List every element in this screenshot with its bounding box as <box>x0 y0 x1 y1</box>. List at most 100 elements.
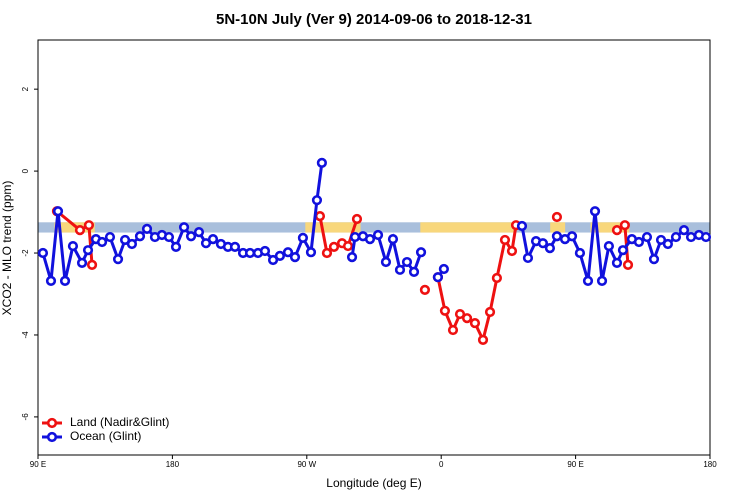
land-span <box>420 222 515 233</box>
data-point <box>346 252 358 263</box>
data-point <box>59 275 71 286</box>
data-point <box>305 247 317 258</box>
data-point <box>349 231 361 243</box>
y-tick-label: 2 <box>21 86 30 91</box>
data-point <box>380 256 392 268</box>
data-point <box>163 231 175 243</box>
data-point <box>566 231 578 242</box>
data-point <box>655 234 667 246</box>
legend-marker <box>46 431 58 443</box>
data-point <box>229 241 241 252</box>
data-point <box>207 234 219 245</box>
reference-band <box>38 222 710 233</box>
data-point <box>582 275 594 286</box>
data-point <box>314 211 326 222</box>
x-tick-label: 90 E <box>567 460 583 469</box>
data-point <box>499 234 511 246</box>
data-point <box>387 234 399 245</box>
data-point <box>83 220 95 231</box>
data-point <box>297 232 309 243</box>
data-point <box>74 224 86 236</box>
data-point <box>76 257 88 268</box>
data-point <box>551 211 563 223</box>
data-point <box>282 247 294 258</box>
data-point <box>86 259 98 271</box>
data-point <box>506 245 518 257</box>
data-point <box>477 334 489 345</box>
land-span <box>590 222 630 233</box>
data-point <box>67 240 79 252</box>
data-point <box>178 222 190 233</box>
data-point <box>454 308 466 320</box>
data-point <box>170 241 182 252</box>
data-point <box>316 157 327 169</box>
data-point <box>274 250 286 261</box>
data-point <box>37 247 49 259</box>
data-point <box>267 254 279 266</box>
data-point <box>311 195 323 206</box>
data-point <box>193 227 205 238</box>
data-point <box>544 243 556 254</box>
data-point <box>364 234 376 245</box>
data-point <box>119 234 131 246</box>
data-point <box>112 254 124 265</box>
data-point <box>611 224 623 236</box>
x-tick-label: 0 <box>439 460 444 469</box>
legend-label: Ocean (Glint) <box>70 429 141 443</box>
data-point <box>522 252 534 264</box>
land-span <box>550 222 566 233</box>
chart-title: 5N-10N July (Ver 9) 2014-09-06 to 2018-1… <box>216 11 532 28</box>
x-tick-label: 180 <box>166 460 180 469</box>
data-point <box>491 272 503 284</box>
x-tick-label: 90 E <box>30 460 46 469</box>
data-point <box>461 313 473 324</box>
legend-label: Land (Nadir&Glint) <box>70 415 169 429</box>
data-point <box>104 231 116 243</box>
data-point <box>648 254 660 265</box>
data-point <box>516 220 528 232</box>
data-point <box>419 284 431 296</box>
data-point <box>82 245 94 256</box>
data-point <box>45 275 57 286</box>
data-point <box>134 231 146 242</box>
land-span <box>305 222 361 233</box>
data-point <box>670 231 682 243</box>
data-point <box>611 257 623 268</box>
data-point <box>185 231 197 242</box>
data-point <box>244 247 256 259</box>
y-tick-label: -2 <box>21 249 30 257</box>
data-point <box>432 272 444 283</box>
data-point <box>619 220 630 231</box>
data-point <box>342 240 354 252</box>
data-point <box>372 229 384 241</box>
data-point <box>321 247 333 259</box>
data-point <box>328 241 340 252</box>
data-point <box>447 324 459 336</box>
data-point <box>537 238 548 249</box>
data-point <box>141 223 153 234</box>
y-tick-label: -6 <box>21 413 30 421</box>
data-point <box>200 238 212 249</box>
y-tick-label: 0 <box>21 168 30 173</box>
data-point <box>617 245 629 256</box>
data-point <box>126 238 138 250</box>
x-tick-label: 180 <box>703 460 717 469</box>
data-point <box>574 247 586 259</box>
data-point <box>438 263 449 275</box>
data-point <box>408 266 420 277</box>
data-point <box>641 231 653 243</box>
data-point <box>603 240 615 252</box>
data-point <box>700 231 712 243</box>
data-point <box>96 236 108 248</box>
data-point <box>685 231 697 243</box>
data-point <box>351 213 363 225</box>
data-point <box>469 317 481 329</box>
data-point <box>551 231 563 242</box>
data-point <box>401 256 413 268</box>
data-point <box>415 247 427 258</box>
data-point <box>633 236 645 248</box>
data-point <box>52 206 64 217</box>
x-tick-label: 90 W <box>297 460 316 469</box>
data-point <box>662 238 673 250</box>
